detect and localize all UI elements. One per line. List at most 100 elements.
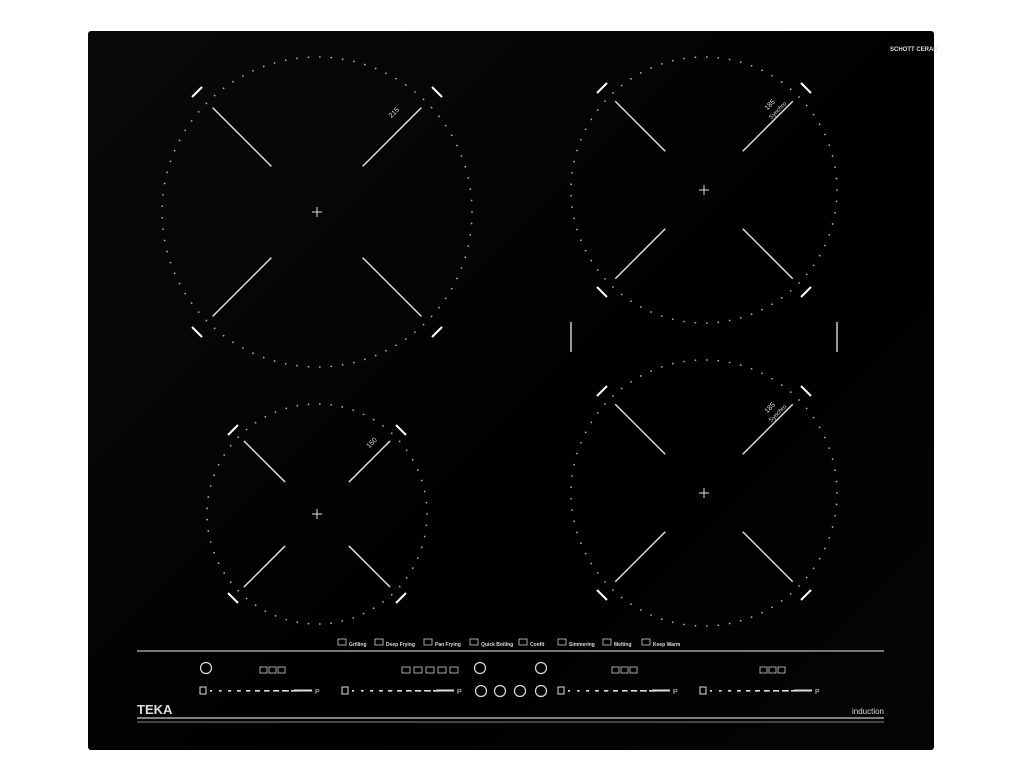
slider-step[interactable] [219,690,222,692]
burner-dot [834,514,836,517]
burner-dot [612,92,614,94]
burner-dot [683,320,685,323]
slider-step[interactable] [737,690,741,692]
burner-dot [604,580,606,583]
burner-bottom-left: 150 [206,403,428,625]
burner-dot [414,90,416,93]
burner-dot [382,601,384,603]
slider-step[interactable] [764,690,770,692]
function-shortcut-icon[interactable] [759,666,768,674]
burner-dot [750,367,753,370]
slider-step[interactable] [255,690,260,692]
burner-dot [241,74,244,77]
zone-select-icon[interactable] [341,686,349,695]
burner-dot [780,81,783,83]
pause-button[interactable] [534,661,548,675]
function-shortcut-icon[interactable] [449,666,459,674]
burner-dot [416,557,419,559]
function-shortcut-icon[interactable] [401,666,411,674]
pan-guide-line [243,440,286,483]
lock-button[interactable] [473,661,487,675]
burner-dot [834,469,836,472]
burner-dot [395,344,398,347]
slider-step[interactable] [388,690,393,692]
function-shortcut-icon[interactable] [777,666,786,674]
slider-step[interactable] [746,690,751,692]
burner-dot [425,524,428,527]
function-shortcut-icon[interactable] [629,666,638,674]
burner-dot [422,323,425,326]
plus-button[interactable] [513,684,527,698]
burner-dot [254,604,257,607]
function-shortcut-icon[interactable] [620,666,629,674]
slider-step[interactable] [640,690,647,692]
burner-dot [456,144,458,147]
slider-step[interactable] [710,690,712,692]
slider-step[interactable] [568,690,570,692]
function-shortcut-icon[interactable] [413,666,423,674]
slider-step[interactable] [794,689,812,692]
power-button[interactable] [199,661,213,675]
slider-step[interactable] [613,690,618,692]
slider-step[interactable] [424,690,431,692]
slider-step[interactable] [631,690,638,692]
zone-select-icon[interactable] [699,686,707,695]
burner-dot [828,447,831,450]
slider-step[interactable] [652,689,670,692]
burner-dot [739,619,742,622]
function-shortcut-icon[interactable] [611,666,620,674]
function-shortcut-icon[interactable] [425,666,435,674]
slider-step[interactable] [273,690,280,692]
slider-step[interactable] [622,690,628,692]
burner-dot [798,282,800,284]
burner-dot [584,128,587,131]
burner-dot [818,557,821,560]
slider-step[interactable] [370,690,374,692]
slider-step[interactable] [586,690,590,692]
slider-step[interactable] [436,689,454,692]
burner-dot [789,391,792,394]
slider-step[interactable] [228,690,232,692]
slider-step[interactable] [782,690,789,692]
power-slider[interactable]: P [699,686,820,696]
power-slider[interactable]: P [341,686,462,696]
slider-step[interactable] [577,690,580,692]
slider-step[interactable] [379,690,383,692]
function-shortcut-icon[interactable] [768,666,777,674]
slider-step[interactable] [264,690,270,692]
slider-step[interactable] [604,690,609,692]
slider-step[interactable] [595,690,599,692]
burner-dot [579,441,582,444]
function-shortcut-icon[interactable] [268,666,277,674]
slider-step[interactable] [352,690,354,692]
zone-select-icon[interactable] [199,686,207,695]
slider-step[interactable] [294,689,312,692]
burner-dot [671,318,674,321]
timer-button[interactable] [534,684,548,698]
boost-label: P [815,689,820,696]
burner-dot [352,361,355,364]
burner-dot [163,182,166,185]
slider-step[interactable] [728,690,732,692]
function-shortcut-icon[interactable] [437,666,447,674]
slider-step[interactable] [719,690,722,692]
slider-step[interactable] [210,690,212,692]
slider-step[interactable] [237,690,241,692]
minus-button[interactable] [493,684,507,698]
slider-step[interactable] [282,690,289,692]
slider-step[interactable] [397,690,402,692]
power-slider[interactable]: P [199,686,320,696]
function-menu-button[interactable] [474,684,488,698]
slider-step[interactable] [246,690,251,692]
slider-step[interactable] [755,690,760,692]
power-slider[interactable]: P [557,686,678,696]
slider-step[interactable] [773,690,780,692]
function-shortcut-icon[interactable] [277,666,286,674]
burner-dot [771,606,774,609]
pan-guide-line [742,100,794,152]
function-shortcut-icon[interactable] [259,666,268,674]
slider-step[interactable] [415,690,422,692]
slider-step[interactable] [361,690,364,692]
slider-step[interactable] [406,690,412,692]
zone-select-icon[interactable] [557,686,565,695]
